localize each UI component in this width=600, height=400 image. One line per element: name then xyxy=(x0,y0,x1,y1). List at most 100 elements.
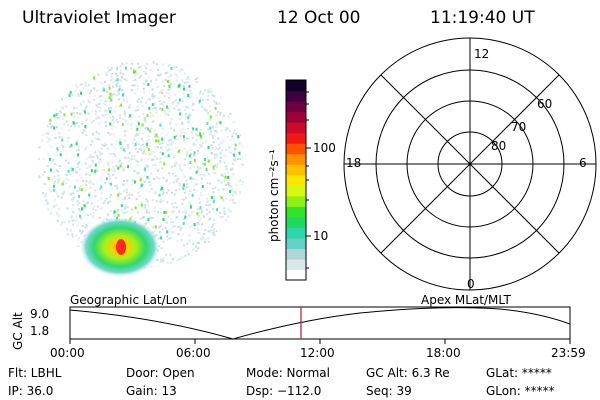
speckle-pale xyxy=(213,222,216,225)
speckle-pale xyxy=(119,162,122,165)
speckle-pale xyxy=(139,75,142,78)
speckle-pale xyxy=(62,144,65,147)
speckle-pale xyxy=(113,154,116,157)
speckle-pale xyxy=(83,129,86,132)
speckle-pale xyxy=(102,169,104,172)
speckle-pale xyxy=(187,128,190,130)
speckle-pale xyxy=(74,121,77,124)
speckle-pale xyxy=(223,212,226,215)
speckle-pale xyxy=(170,191,173,194)
speckle-pale xyxy=(121,88,124,91)
speckle-pale xyxy=(116,94,119,97)
speckle-pale xyxy=(78,168,81,171)
speckle-pale xyxy=(199,90,202,93)
speckle-pale xyxy=(94,88,97,91)
speckle-pale xyxy=(153,120,156,123)
speckle-pale xyxy=(169,253,172,256)
speckle-pale xyxy=(65,173,68,176)
speckle-pale xyxy=(153,230,156,233)
speckle-pale xyxy=(161,199,164,202)
speckle-pale xyxy=(111,85,114,88)
speckle-pale xyxy=(119,117,122,119)
speckle-pale xyxy=(90,90,93,93)
speckle-pale xyxy=(212,187,214,190)
speckle-pale xyxy=(207,91,210,94)
speckle-pale xyxy=(153,226,155,229)
speckle-pale xyxy=(55,108,58,111)
colorbar-band xyxy=(286,143,306,155)
speckle-pale xyxy=(156,169,159,172)
speckle-pale xyxy=(77,161,80,164)
speckle-pale xyxy=(186,250,189,253)
speckle-pale xyxy=(215,126,218,129)
speckle-pale xyxy=(188,201,191,204)
speckle-pale xyxy=(138,77,141,79)
speckle-pale xyxy=(116,187,119,190)
speckle-pale xyxy=(161,80,164,83)
speckle-bright xyxy=(234,143,237,147)
speckle-pale xyxy=(145,146,148,149)
speckle-pale xyxy=(105,197,108,200)
colorbar-band xyxy=(286,132,306,144)
speckle-pale xyxy=(186,242,189,245)
speckle-bright xyxy=(157,139,160,143)
speckle-pale xyxy=(94,189,96,192)
info-glon: GLon: ***** xyxy=(486,384,555,398)
speckle-pale xyxy=(195,96,198,99)
speckle-pale xyxy=(168,110,171,113)
speckle-pale xyxy=(119,72,122,75)
speckle-pale xyxy=(233,129,236,132)
speckle-pale xyxy=(172,220,175,223)
speckle-pale xyxy=(53,175,56,178)
speckle-bright xyxy=(227,175,229,179)
speckle-pale xyxy=(112,169,115,172)
speckle-pale xyxy=(128,152,131,154)
speckle-pale xyxy=(157,85,160,88)
speckle-pale xyxy=(210,229,213,232)
speckle-pale xyxy=(200,194,203,197)
speckle-bright xyxy=(238,151,241,155)
speckle-bright xyxy=(50,168,52,172)
speckle-pale xyxy=(48,188,51,191)
speckle-pale xyxy=(61,106,64,108)
speckle-pale xyxy=(231,133,234,135)
speckle-pale xyxy=(104,97,107,100)
speckle-pale xyxy=(68,185,71,188)
speckle-pale xyxy=(117,142,120,145)
speckle-pale xyxy=(61,98,63,101)
speckle-pale xyxy=(160,247,163,250)
speckle-pale xyxy=(81,83,84,86)
speckle-pale xyxy=(124,157,127,160)
speckle-pale xyxy=(56,211,59,214)
speckle-pale xyxy=(84,112,87,115)
speckle-pale xyxy=(93,98,96,101)
speckle-pale xyxy=(67,161,70,164)
speckle-pale xyxy=(61,192,64,195)
speckle-bright xyxy=(80,91,82,95)
speckle-pale xyxy=(96,154,99,157)
speckle-pale xyxy=(213,156,216,159)
colorbar-band xyxy=(286,248,306,260)
speckle-pale xyxy=(186,185,189,188)
speckle-pale xyxy=(171,231,174,234)
speckle-pale xyxy=(87,84,90,87)
speckle-pale xyxy=(225,128,228,131)
speckle-pale xyxy=(150,188,153,191)
speckle-pale xyxy=(124,207,126,210)
speckle-pale xyxy=(127,157,130,159)
speckle-pale xyxy=(125,194,128,197)
speckle-pale xyxy=(231,167,234,170)
speckle-pale xyxy=(219,161,222,164)
speckle-pale xyxy=(106,90,108,93)
speckle-bright xyxy=(184,215,187,219)
speckle-pale xyxy=(78,187,81,190)
speckle-pale xyxy=(139,217,142,220)
speckle-pale xyxy=(117,98,120,101)
speckle-bright xyxy=(134,70,137,74)
speckle-pale xyxy=(142,143,145,146)
speckle-pale xyxy=(143,118,146,121)
speckle-bright xyxy=(108,86,111,90)
speckle-pale xyxy=(157,201,159,204)
speckle-pale xyxy=(197,152,200,155)
speckle-pale xyxy=(232,201,235,204)
